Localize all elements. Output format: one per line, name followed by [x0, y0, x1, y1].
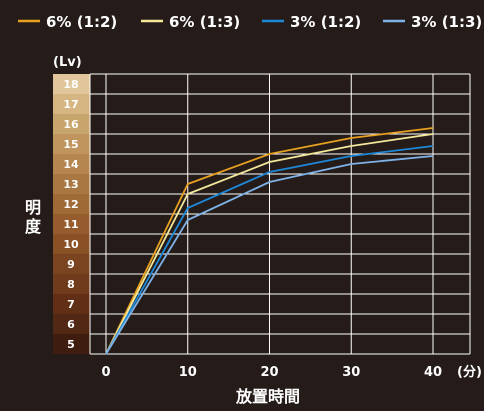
y-tick-label-17: 17: [63, 98, 78, 111]
series-line-1: [105, 127, 434, 355]
x-tick-label-0: 0: [101, 365, 110, 380]
series-lines: [105, 127, 434, 355]
level-swatch-18: [53, 74, 90, 94]
level-swatch-8: [53, 274, 90, 294]
level-swatch-16: [53, 114, 90, 134]
x-tick-label-40: 40: [424, 365, 442, 380]
y-tick-label-12: 12: [63, 198, 78, 211]
level-swatch-6: [53, 314, 90, 334]
level-swatch-13: [53, 174, 90, 194]
x-axis-title: 放置時間: [235, 387, 300, 406]
legend-label-1: 6% (1:2): [46, 13, 117, 31]
y-tick-label-10: 10: [63, 238, 79, 251]
y-tick-label-13: 13: [63, 178, 78, 191]
y-tick-label-8: 8: [67, 278, 75, 291]
y-tick-label-14: 14: [63, 158, 79, 171]
grid: [89, 73, 471, 355]
y-axis-title-char-2: 度: [25, 217, 42, 236]
series-line-4: [105, 155, 434, 355]
x-tick-label-10: 10: [179, 365, 197, 380]
x-tick-label-30: 30: [342, 365, 360, 380]
legend-label-3: 3% (1:2): [290, 13, 361, 31]
level-swatch-14: [53, 154, 90, 174]
y-axis-title-char-1: 明: [25, 198, 41, 217]
level-swatch-10: [53, 234, 90, 254]
y-unit-label: (Lv): [53, 55, 82, 70]
y-tick-label-9: 9: [67, 258, 75, 271]
level-swatch-12: [53, 194, 90, 214]
tick-labels: 5 6 7 8 9 10 11 12 13 14 15 16 17 18 0 10 20 30 40: [63, 78, 442, 380]
legend: 6% (1:2) 6% (1:3) 3% (1:2) 3% (1:3): [18, 13, 482, 31]
y-tick-label-11: 11: [63, 218, 78, 231]
y-tick-label-7: 7: [67, 298, 75, 311]
legend-label-2: 6% (1:3): [169, 13, 240, 31]
series-line-2: [105, 133, 434, 355]
y-tick-label-18: 18: [63, 78, 78, 91]
level-swatch-11: [53, 214, 90, 234]
lightness-level-scale: [53, 74, 90, 354]
x-unit-label: (分): [457, 364, 482, 380]
y-tick-label-6: 6: [67, 318, 75, 331]
level-swatch-15: [53, 134, 90, 154]
level-swatch-5: [53, 334, 90, 354]
y-tick-label-16: 16: [63, 118, 79, 131]
y-tick-label-5: 5: [67, 338, 75, 351]
x-tick-label-20: 20: [260, 365, 278, 380]
level-swatch-9: [53, 254, 90, 274]
series-line-3: [105, 145, 434, 355]
y-axis-title: 明 度: [25, 198, 42, 236]
legend-label-4: 3% (1:3): [411, 13, 482, 31]
level-swatch-17: [53, 94, 90, 114]
y-tick-label-15: 15: [63, 138, 78, 151]
level-swatch-7: [53, 294, 90, 314]
